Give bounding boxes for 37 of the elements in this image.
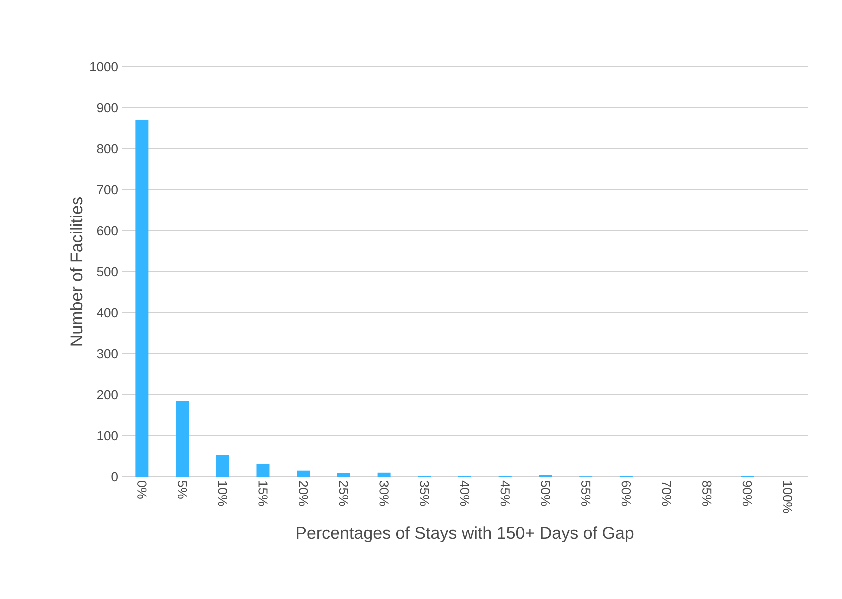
- x-tick-label: 40%: [460, 480, 470, 506]
- bar: [136, 120, 149, 477]
- bar: [297, 470, 310, 477]
- x-tick-label: 35%: [420, 481, 430, 506]
- x-tick-label: 0%: [138, 481, 147, 499]
- y-tick-label: 600: [97, 226, 118, 236]
- x-tick-label: 100%: [783, 482, 792, 514]
- bar: [256, 464, 270, 477]
- y-tick-label: 900: [97, 103, 118, 113]
- x-tick-label: 20%: [298, 481, 308, 506]
- bar: [176, 401, 190, 477]
- y-tick-label: 200: [97, 390, 118, 400]
- bar: [378, 472, 391, 477]
- bar: [337, 473, 350, 477]
- y-tick-label: 800: [97, 144, 118, 154]
- y-tick-label: 400: [97, 308, 118, 318]
- y-tick-label: 700: [97, 185, 118, 195]
- y-tick-label: 300: [97, 349, 118, 359]
- x-tick-label: 15%: [258, 482, 268, 506]
- x-tick-label: 25%: [339, 481, 349, 506]
- y-axis-title: Number of Facilities: [70, 198, 83, 346]
- x-tick-label: 70%: [662, 481, 672, 506]
- x-tick-label: 30%: [380, 481, 389, 506]
- x-tick-label: 10%: [218, 482, 228, 506]
- x-tick-label: 45%: [500, 480, 510, 506]
- y-tick-label: 100: [98, 431, 118, 441]
- y-tick-label: 500: [97, 267, 118, 277]
- x-tick-label: 5%: [178, 481, 188, 499]
- x-tick-label: 60%: [622, 481, 632, 506]
- y-tick-label: 1000: [90, 62, 118, 72]
- x-tick-label: 50%: [541, 481, 550, 506]
- x-tick-label: 85%: [702, 481, 712, 506]
- x-axis-title: Percentages of Stays with 150+ Days of Gap: [297, 526, 634, 542]
- x-tick-label: 90%: [742, 481, 752, 506]
- x-tick-label: 55%: [581, 481, 591, 506]
- bar: [216, 455, 230, 477]
- y-tick-label: 0: [112, 472, 118, 482]
